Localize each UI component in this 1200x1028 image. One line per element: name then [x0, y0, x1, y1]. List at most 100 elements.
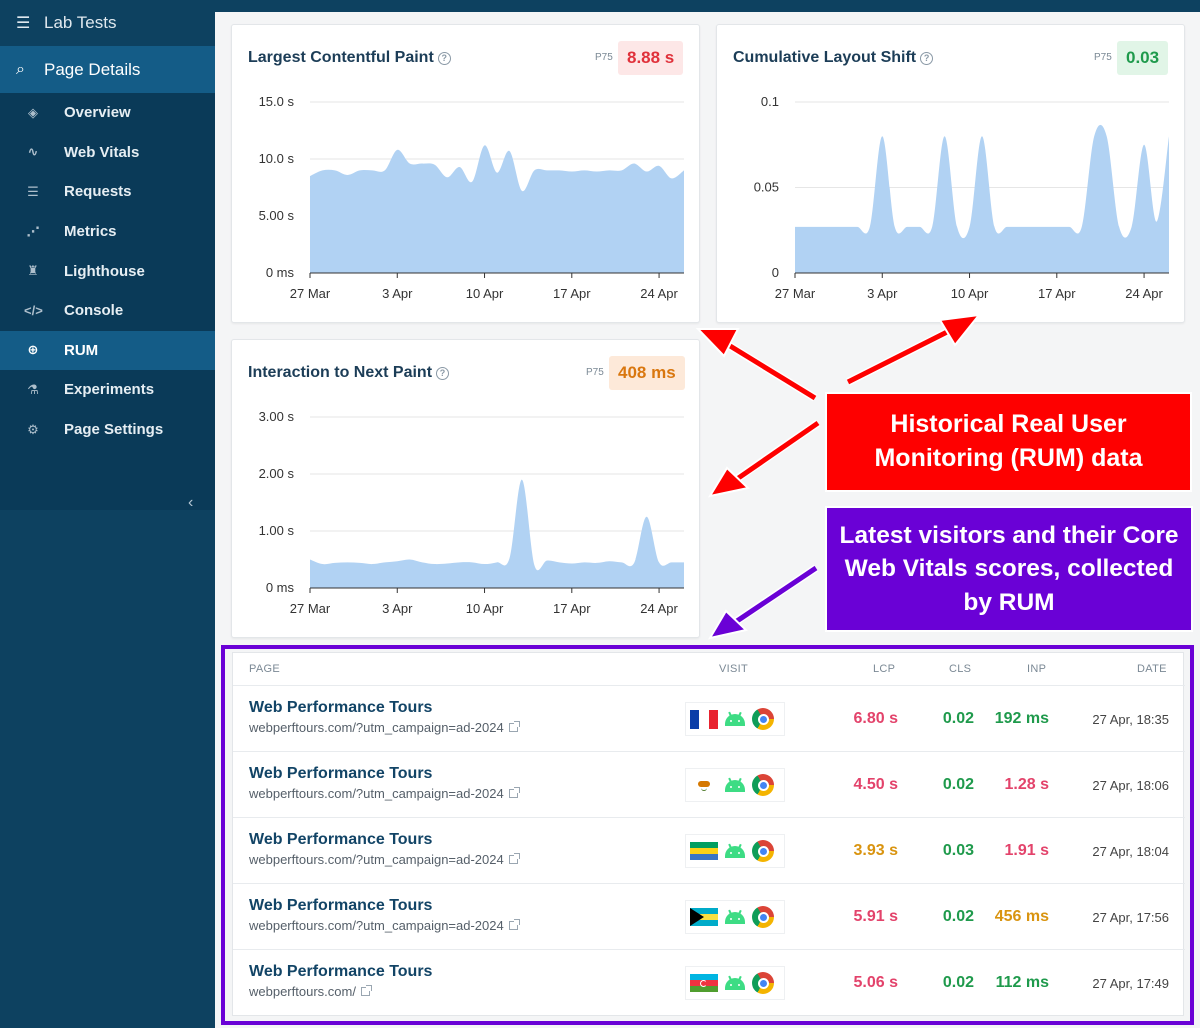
- lcp-value: 5.06 s: [853, 974, 898, 991]
- table-row[interactable]: Web Performance Tours webperftours.com/5.…: [233, 949, 1185, 1015]
- y-tick-label: 10.0 s: [259, 151, 295, 166]
- lcp-card-title: Largest Contentful Paint?: [248, 49, 451, 67]
- header-page: PAGE: [249, 663, 280, 675]
- y-tick-label: 3.00 s: [259, 409, 295, 424]
- page-url-text: webperftours.com/?utm_campaign=ad-2024: [249, 720, 504, 735]
- gear-icon: ⚙: [27, 421, 39, 437]
- android-icon: [724, 843, 746, 858]
- x-tick-label: 24 Apr: [1125, 286, 1163, 301]
- inp-value: 1.28 s: [1004, 776, 1049, 793]
- page-url-text: webperftours.com/?utm_campaign=ad-2024: [249, 852, 504, 867]
- sidebar-item-label: Requests: [64, 183, 132, 201]
- x-tick-label: 27 Mar: [290, 601, 331, 616]
- p75-label: P75: [595, 52, 613, 63]
- line-chart-icon: ⋰: [26, 223, 40, 239]
- cls-card: Cumulative Layout Shift? P75 0.03 0 0.05 0…: [716, 24, 1185, 323]
- sidebar-item-requests[interactable]: ☰ Requests: [0, 172, 215, 212]
- page-url: webperftours.com/?utm_campaign=ad-2024: [249, 720, 520, 735]
- page-url-text: webperftours.com/: [249, 984, 356, 999]
- sidebar-item-label: Overview: [64, 104, 131, 122]
- sidebar-section-label: Page Details: [44, 59, 141, 79]
- external-link-icon[interactable]: [508, 919, 520, 930]
- sidebar-item-label: Metrics: [64, 223, 117, 241]
- visit-info: [685, 702, 785, 736]
- sidebar-item-label: Web Vitals: [64, 143, 140, 161]
- latest-visitors-callout: Latest visitors and their Core Web Vital…: [825, 506, 1193, 632]
- sidebar-item-lighthouse[interactable]: ♜ Lighthouse: [0, 251, 215, 291]
- sidebar-top-label: Lab Tests: [44, 13, 117, 32]
- inp-value: 112 ms: [995, 974, 1049, 991]
- sidebar-item-lab-tests[interactable]: ☰ Lab Tests: [0, 0, 215, 46]
- page-name-link[interactable]: Web Performance Tours: [249, 963, 433, 980]
- inp-p75-badge: 408 ms: [609, 356, 685, 390]
- page-name-link[interactable]: Web Performance Tours: [249, 699, 433, 716]
- cyprus-flag-icon: [690, 775, 718, 795]
- inp-value: 1.91 s: [1004, 842, 1049, 859]
- help-icon[interactable]: ?: [920, 52, 934, 65]
- x-tick-label: 3 Apr: [382, 286, 413, 301]
- sidebar-item-rum[interactable]: ⊕ RUM: [0, 330, 215, 371]
- table-row[interactable]: Web Performance Tours webperftours.com/?u…: [233, 817, 1185, 883]
- sidebar-item-console[interactable]: </> Console: [0, 291, 215, 331]
- area-series: [310, 479, 684, 588]
- table-row[interactable]: Web Performance Tours webperftours.com/?u…: [233, 883, 1185, 949]
- page-url: webperftours.com/?utm_campaign=ad-2024: [249, 786, 520, 801]
- sidebar-item-label: Console: [64, 302, 124, 320]
- android-icon: [724, 777, 746, 792]
- page-name-link[interactable]: Web Performance Tours: [249, 765, 433, 782]
- sidebar-item-experiments[interactable]: ⚗ Experiments: [0, 370, 215, 410]
- sidebar-item-overview[interactable]: ◈ Overview: [0, 93, 215, 133]
- x-tick-label: 24 Apr: [640, 601, 678, 616]
- x-tick-label: 17 Apr: [553, 286, 591, 301]
- y-tick-label: 0.05: [754, 180, 779, 195]
- inp-chart: 0 ms 1.00 s 2.00 s 3.00 s 27 Mar 3 Apr 10 Apr 1…: [259, 409, 684, 616]
- sidebar-section-page-details[interactable]: ⌕ Page Details: [0, 46, 215, 93]
- external-link-icon[interactable]: [508, 721, 520, 732]
- table-row[interactable]: Web Performance Tours webperftours.com/?u…: [233, 751, 1185, 817]
- x-tick-label: 10 Apr: [466, 601, 504, 616]
- visit-date: 27 Apr, 17:49: [1092, 976, 1169, 991]
- lcp-value: 3.93 s: [853, 842, 898, 859]
- lcp-card: Largest Contentful Paint? P75 8.88 s 0 m…: [231, 24, 700, 323]
- inp-value: 192 ms: [994, 710, 1049, 727]
- sidebar-item-web-vitals[interactable]: ∿ Web Vitals: [0, 133, 215, 173]
- page-name-link[interactable]: Web Performance Tours: [249, 897, 433, 914]
- y-tick-label: 0 ms: [266, 265, 295, 280]
- red-arrow-to-inp: [707, 419, 821, 498]
- x-tick-label: 10 Apr: [951, 286, 989, 301]
- page-name-link[interactable]: Web Performance Tours: [249, 831, 433, 848]
- visit-date: 27 Apr, 17:56: [1092, 910, 1169, 925]
- help-icon[interactable]: ?: [437, 52, 451, 65]
- y-tick-label: 0.1: [761, 94, 779, 109]
- y-tick-label: 0: [772, 265, 779, 280]
- visit-date: 27 Apr, 18:35: [1092, 712, 1169, 727]
- lcp-chart: 0 ms 5.00 s 10.0 s 15.0 s 27 Mar 3 Apr 10 Apr 1…: [259, 94, 684, 301]
- help-icon[interactable]: ?: [436, 367, 450, 380]
- sidebar-item-page-settings[interactable]: ⚙ Page Settings: [0, 410, 215, 450]
- android-icon: [724, 711, 746, 726]
- lighthouse-icon: ♜: [27, 263, 39, 279]
- y-tick-label: 1.00 s: [259, 523, 295, 538]
- cls-value: 0.02: [942, 908, 974, 925]
- rum-history-callout: Historical Real User Monitoring (RUM) da…: [825, 392, 1192, 492]
- external-link-icon[interactable]: [508, 787, 520, 798]
- header-date: DATE: [1137, 663, 1167, 675]
- chrome-icon: [752, 840, 774, 862]
- sidebar-item-metrics[interactable]: ⋰ Metrics: [0, 212, 215, 252]
- inp-card: Interaction to Next Paint? P75 408 ms 0 …: [231, 339, 700, 638]
- p75-label: P75: [586, 367, 604, 378]
- cls-value: 0.02: [942, 710, 974, 727]
- page-search-icon: ⌕: [16, 60, 25, 78]
- external-link-icon[interactable]: [360, 985, 372, 996]
- table-row[interactable]: Web Performance Tours webperftours.com/?u…: [233, 685, 1185, 751]
- red-arrow-to-cls: [846, 313, 982, 386]
- collapse-sidebar-chevron-icon[interactable]: ‹: [188, 494, 194, 511]
- flask-icon: ⚗: [27, 381, 39, 397]
- external-link-icon[interactable]: [508, 853, 520, 864]
- page-url-text: webperftours.com/?utm_campaign=ad-2024: [249, 918, 504, 933]
- cls-card-title: Cumulative Layout Shift?: [733, 49, 934, 67]
- inp-title-text: Interaction to Next Paint: [248, 364, 433, 381]
- lcp-value: 6.80 s: [853, 710, 898, 727]
- france-flag-icon: [690, 709, 718, 729]
- chrome-icon: [752, 708, 774, 730]
